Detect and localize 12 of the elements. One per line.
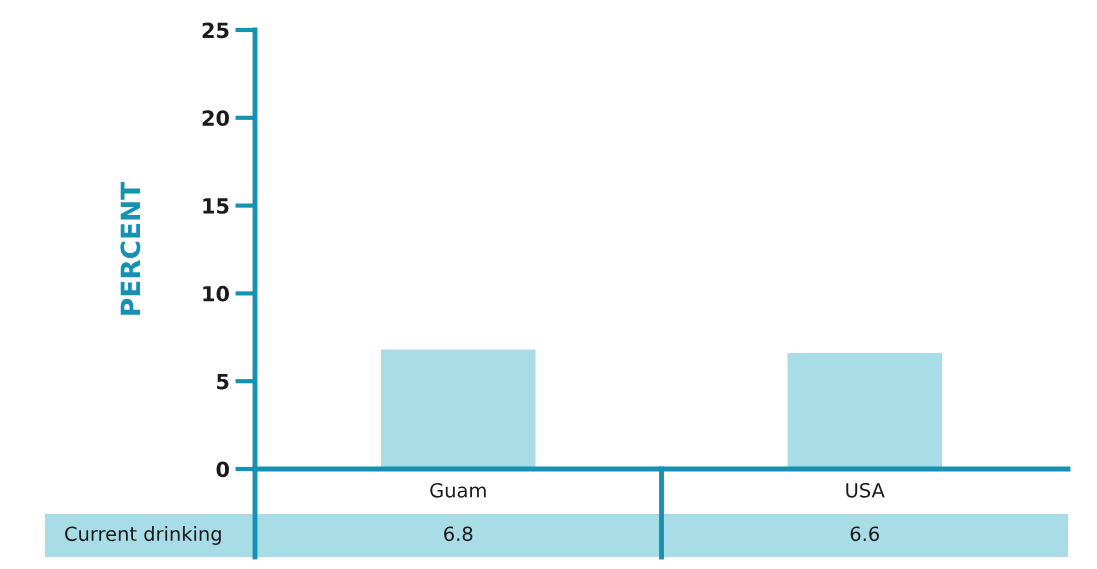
y-tick-label: 20 [202,110,229,127]
y-tick-label: 15 [203,198,229,214]
y-tick-label: 25 [202,22,229,39]
y-tick-label: 10 [203,285,229,302]
y-axis-title: PERCENT [120,182,141,315]
data-label: 6.6 [850,526,879,542]
x-tick-label: USA [846,482,885,498]
y-tick-label: 0 [216,461,229,478]
text: Current drinking [65,526,221,545]
data-label: 6.8 [444,526,473,542]
y-tick-label: 5 [217,373,229,390]
x-tick-label: Guam [430,482,486,498]
